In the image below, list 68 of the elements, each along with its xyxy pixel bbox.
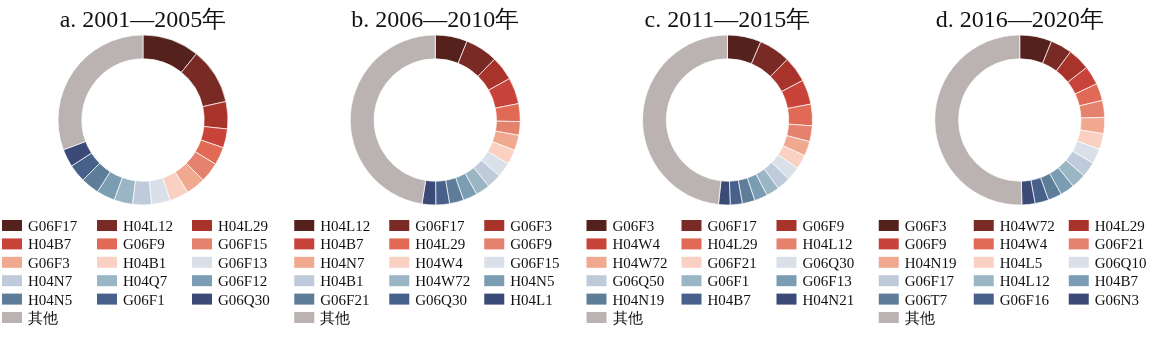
legend-label: G06F21	[320, 291, 370, 308]
legend-label: G06F9	[510, 236, 552, 253]
legend-label: G06F9	[802, 218, 845, 234]
legend-label: 其他	[612, 310, 643, 326]
legend-label: G06F17	[28, 218, 78, 234]
legend-label: G06Q10	[1094, 254, 1147, 271]
legend-label: H04W72	[415, 273, 471, 290]
legend-label: H04W72	[612, 254, 668, 271]
legend-label: H04L12	[320, 218, 371, 234]
legend-label: 其他	[904, 310, 935, 326]
legend-label: G06F16	[999, 291, 1050, 308]
legend-label: H04B7	[707, 291, 752, 308]
legend-label: H04W4	[999, 236, 1048, 253]
chart-title: d. 2016—2020年	[935, 6, 1104, 32]
legend-label: H04L5	[999, 254, 1043, 271]
legend-label: G06F15	[510, 254, 560, 271]
legend-label: H04L29	[218, 218, 268, 234]
legend-label: H04L29	[1094, 218, 1145, 234]
legend-label: G06F15	[218, 236, 268, 253]
legend-label: G06N3	[1094, 291, 1139, 308]
legend-label: G06F21	[707, 254, 757, 271]
legend-label: G06T7	[904, 291, 948, 308]
legend-label: G06F13	[218, 254, 268, 271]
legend-label: H04L29	[707, 236, 758, 253]
legend-label: G06F1	[707, 273, 750, 290]
legend-label: H04L12	[999, 273, 1050, 290]
legend-label: G06F9	[904, 236, 947, 253]
legend-label: G06F17	[904, 273, 955, 290]
legend-label: H04Q7	[123, 273, 168, 290]
legend-label: H04W4	[612, 236, 661, 253]
legend-label: H04B7	[1094, 273, 1139, 290]
chart-title: a. 2001—2005年	[59, 6, 227, 32]
legend-label: G06F9	[123, 236, 165, 253]
legend-label: G06Q30	[415, 291, 467, 308]
legend-label: 其他	[320, 310, 351, 326]
legend-label: G06F3	[510, 218, 552, 234]
legend-label: H04L12	[802, 236, 853, 253]
legend-label: G06F21	[1094, 236, 1144, 253]
legend-label: G06F17	[415, 218, 465, 234]
legend-label: H04N7	[28, 273, 73, 290]
legend-label: H04B7	[28, 236, 72, 253]
legend-label: H04B1	[320, 273, 364, 290]
legend-label: H04N19	[612, 291, 665, 308]
legend-label: H04L12	[123, 218, 173, 234]
legend-label: G06F12	[218, 273, 268, 290]
legend-label: H04N19	[904, 254, 957, 271]
legend-label: H04B1	[123, 254, 167, 271]
legend-label: G06F3	[904, 218, 947, 234]
legend-label: G06F3	[28, 254, 70, 271]
legend-label: G06Q30	[802, 254, 855, 271]
chart-title: b. 2006—2010年	[351, 6, 520, 32]
legend-label: H04N5	[28, 291, 73, 308]
legend-label: G06F1	[123, 291, 165, 308]
chart-title: c. 2011—2015年	[644, 6, 811, 32]
legend-label: H04N21	[802, 291, 855, 308]
legend-label: 其他	[28, 310, 58, 326]
legend-label: H04L29	[415, 236, 466, 253]
legend-label: H04N5	[510, 273, 555, 290]
legend-label: H04B7	[320, 236, 365, 253]
legend-label: H04L1	[510, 291, 553, 308]
legend-label: G06F13	[802, 273, 852, 290]
legend-label: G06F17	[707, 218, 758, 234]
legend-label: G06F3	[612, 218, 655, 234]
legend-label: H04W72	[999, 218, 1055, 234]
legend-label: H04W4	[415, 254, 464, 271]
legend-label: G06Q30	[218, 291, 270, 308]
legend-label: G06Q50	[612, 273, 665, 290]
legend-label: H04N7	[320, 254, 365, 271]
